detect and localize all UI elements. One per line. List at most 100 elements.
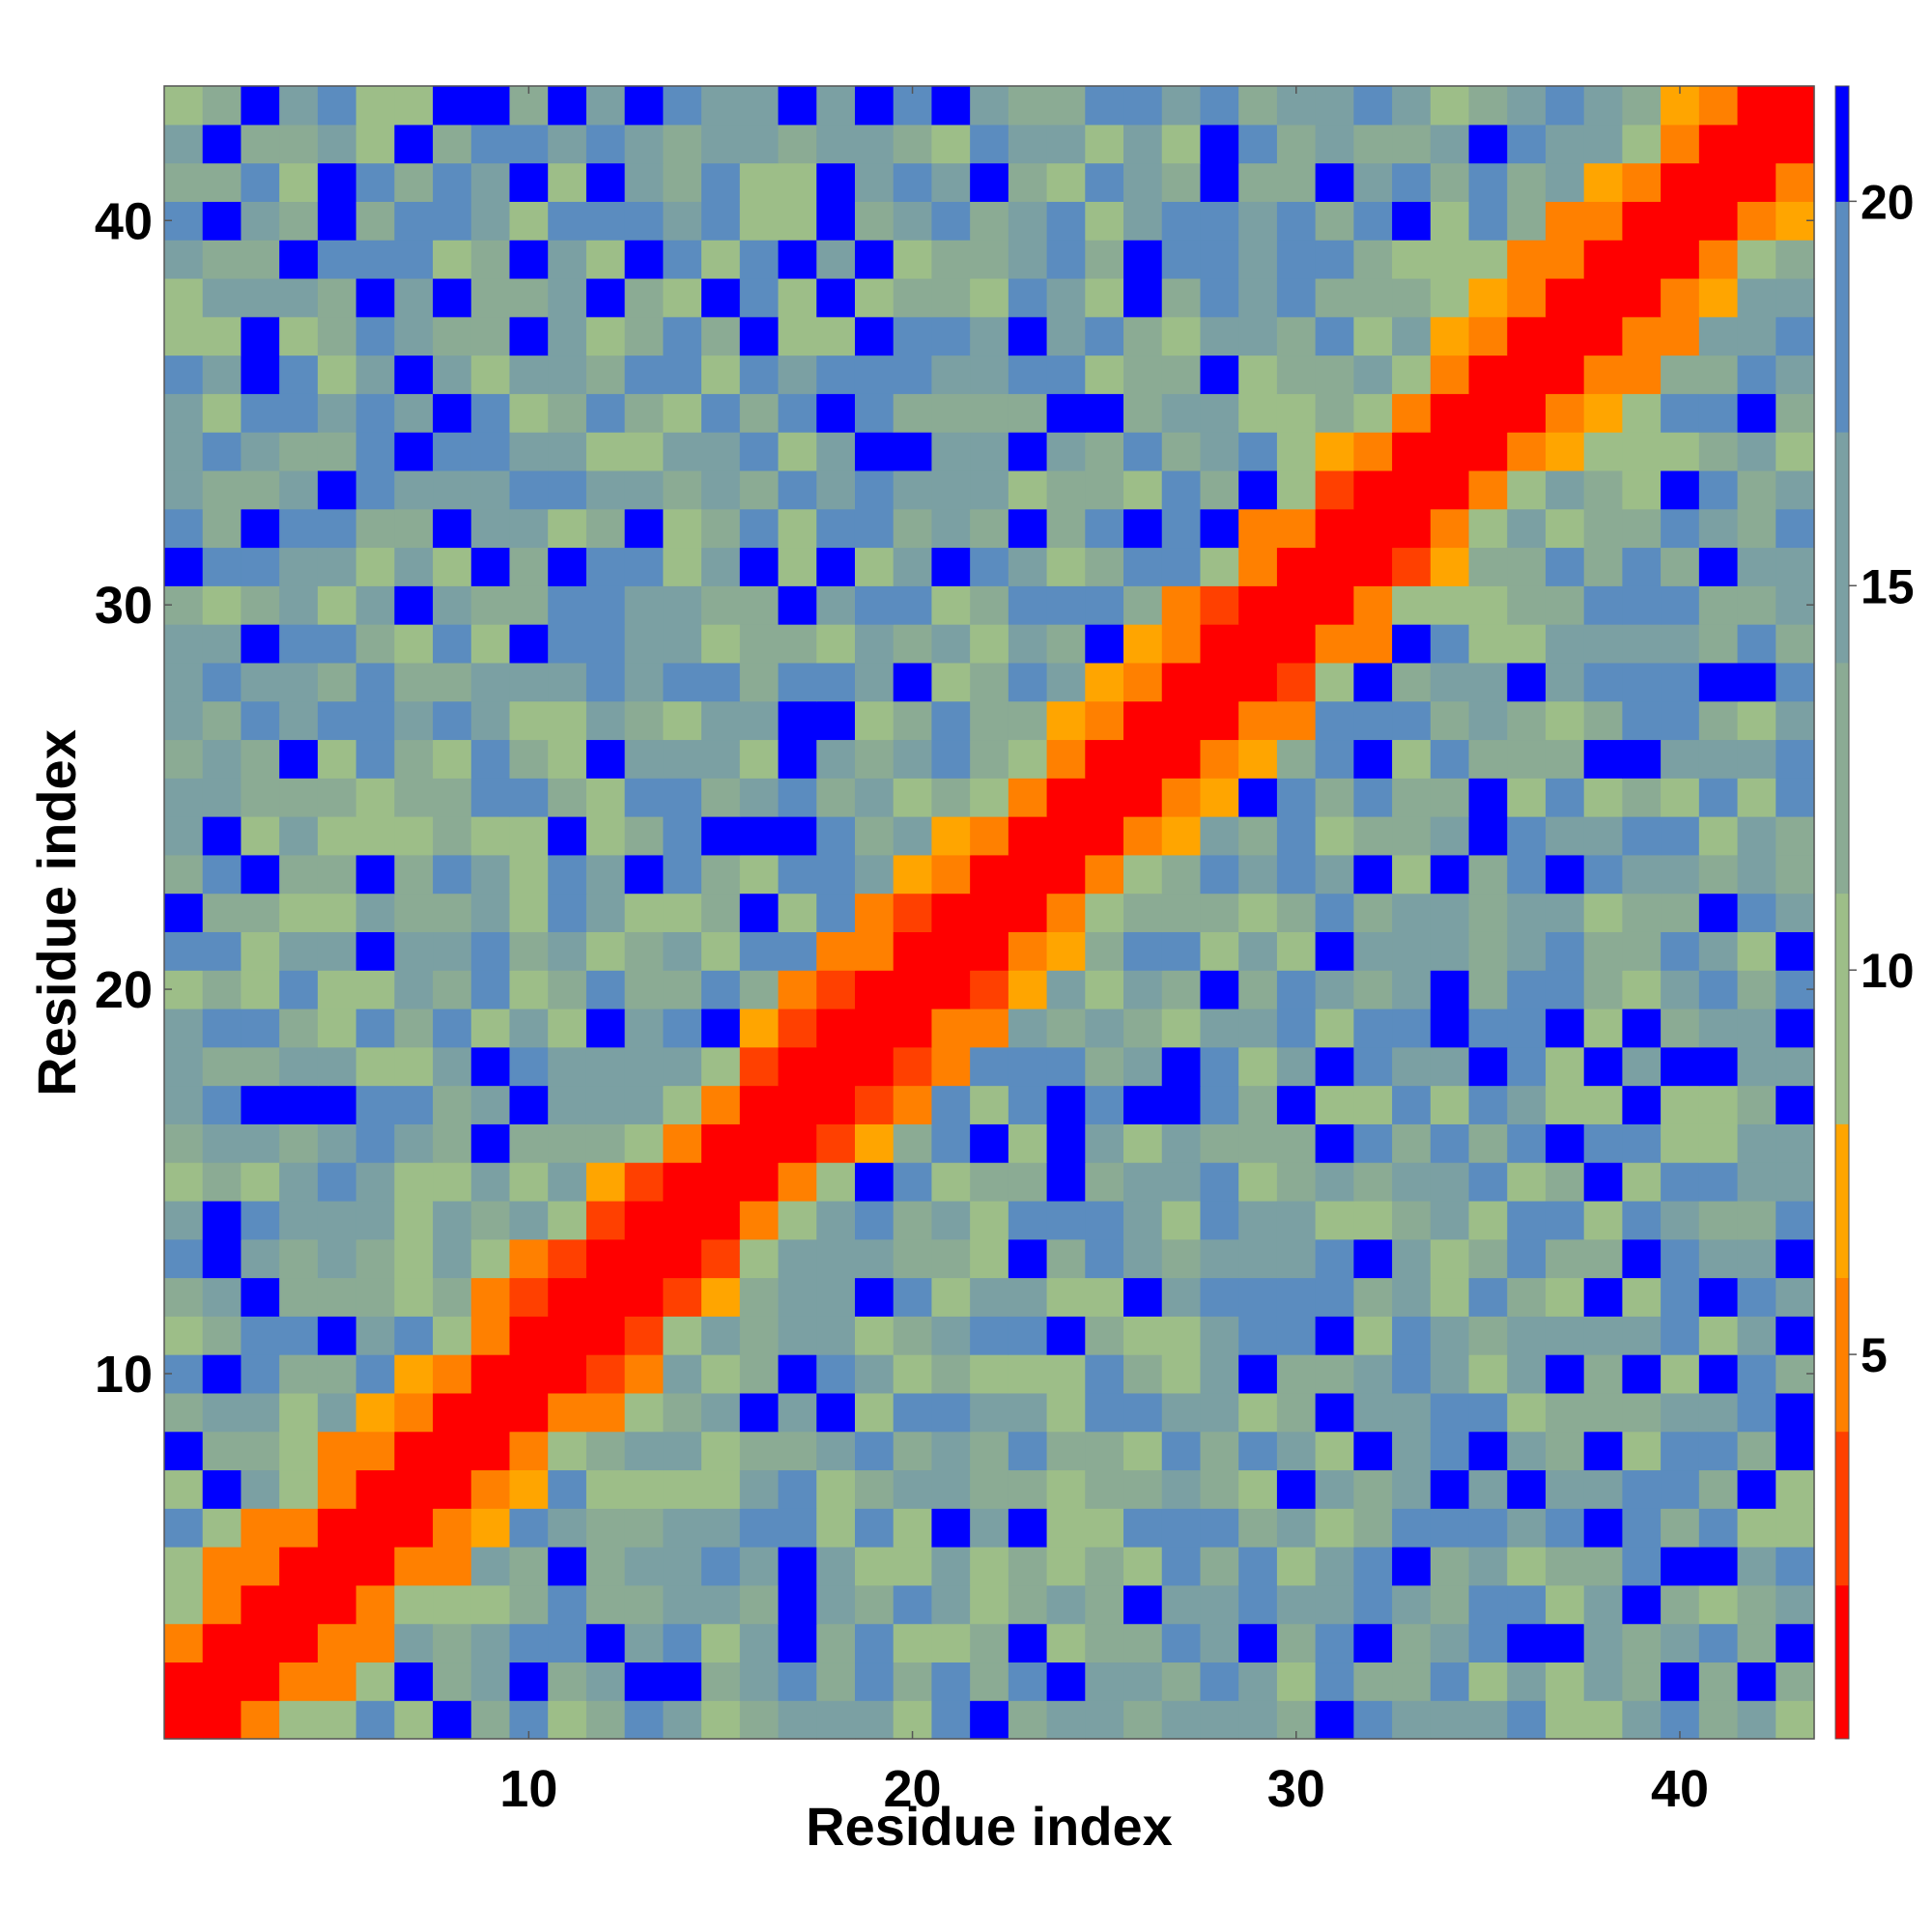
heatmap-cell [548, 1085, 587, 1124]
heatmap-cell [1200, 931, 1239, 971]
heatmap-cell [433, 1008, 472, 1048]
heatmap-cell [1392, 931, 1432, 971]
heatmap-cell [1046, 240, 1086, 279]
heatmap-cell [739, 662, 780, 702]
heatmap-cell [241, 1162, 280, 1202]
heatmap-cell [1238, 124, 1278, 164]
heatmap-cell [241, 1354, 280, 1394]
heatmap-cell [585, 1584, 626, 1625]
heatmap-cell [355, 893, 395, 932]
heatmap-cell [1161, 1008, 1202, 1048]
heatmap-cell [1238, 1200, 1278, 1240]
heatmap-cell [394, 124, 434, 164]
heatmap-cell [1622, 508, 1662, 549]
heatmap-cell [1545, 469, 1585, 510]
heatmap-cell [624, 547, 664, 586]
heatmap-cell [164, 1584, 204, 1625]
heatmap-cell [1468, 624, 1508, 664]
heatmap-cell [164, 162, 204, 202]
heatmap-cell [663, 1123, 702, 1163]
heatmap-cell [1661, 1085, 1700, 1124]
heatmap-cell [778, 1277, 817, 1317]
heatmap-cell [893, 1123, 933, 1163]
heatmap-cell [701, 355, 741, 394]
heatmap-cell [1776, 393, 1815, 433]
heatmap-cell [548, 1238, 587, 1279]
heatmap-cell [394, 547, 434, 586]
heatmap-cell [816, 1085, 856, 1124]
heatmap-cell [1507, 1277, 1547, 1317]
heatmap-cell [663, 700, 702, 741]
heatmap-cell [1545, 1008, 1585, 1048]
heatmap-cell [1622, 1584, 1662, 1625]
heatmap-cell [701, 662, 741, 702]
heatmap-cell [1430, 1623, 1470, 1663]
heatmap-cell [1008, 201, 1048, 241]
heatmap-cell [624, 1123, 664, 1163]
heatmap-cell [1238, 816, 1278, 856]
heatmap-cell [624, 277, 664, 318]
heatmap-cell [663, 240, 702, 279]
heatmap-cell [1085, 700, 1124, 741]
heatmap-cell [1545, 1162, 1585, 1202]
heatmap-cell [970, 970, 1009, 1009]
heatmap-cell [701, 931, 741, 971]
heatmap-cell [970, 432, 1009, 471]
heatmap-cell [854, 585, 895, 625]
heatmap-cell [1046, 508, 1086, 549]
heatmap-cell [1008, 355, 1048, 394]
heatmap-cell [1737, 1662, 1776, 1701]
heatmap-cell [164, 931, 204, 971]
heatmap-cell [394, 1584, 434, 1625]
heatmap-cell [1507, 1508, 1547, 1548]
heatmap-cell [548, 1008, 587, 1048]
heatmap-cell [1468, 1008, 1508, 1048]
heatmap-cell [202, 1469, 242, 1509]
heatmap-cell [164, 1547, 204, 1586]
heatmap-cell [509, 931, 549, 971]
heatmap-cell [1545, 1238, 1585, 1279]
heatmap-cell [1161, 816, 1202, 856]
heatmap-cell [202, 469, 242, 510]
heatmap-cell [1085, 970, 1124, 1009]
heatmap-cell [893, 1316, 933, 1355]
heatmap-cell [1392, 240, 1432, 279]
heatmap-cell [355, 1469, 395, 1509]
heatmap-cell [509, 1584, 549, 1625]
heatmap-cell [1545, 778, 1585, 817]
heatmap-cell [1737, 1085, 1776, 1124]
heatmap-cell [1008, 893, 1048, 932]
heatmap-cell [317, 854, 357, 895]
heatmap-cell [1776, 1238, 1815, 1279]
heatmap-cell [663, 1623, 702, 1663]
heatmap-cell [1430, 970, 1470, 1009]
heatmap-cell [739, 1316, 780, 1355]
heatmap-cell [701, 547, 741, 586]
heatmap-cell [701, 739, 741, 779]
heatmap-cell [1276, 1277, 1317, 1317]
heatmap-cell [1622, 816, 1662, 856]
heatmap-cell [1468, 1700, 1508, 1740]
heatmap-cell [893, 816, 933, 856]
heatmap-cell [1507, 277, 1547, 318]
heatmap-cell [1161, 1277, 1202, 1317]
heatmap-cell [241, 816, 280, 856]
heatmap-cell [1622, 739, 1662, 779]
heatmap-cell [1200, 700, 1239, 741]
heatmap-cell [624, 162, 664, 202]
heatmap-cell [1737, 1277, 1776, 1317]
heatmap-cell [164, 700, 204, 741]
heatmap-cell [893, 893, 933, 932]
heatmap-cell [1200, 432, 1239, 471]
heatmap-cell [548, 816, 587, 856]
heatmap-cell [663, 277, 702, 318]
heatmap-cell [624, 816, 664, 856]
heatmap-cell [585, 931, 626, 971]
heatmap-cell [279, 854, 319, 895]
heatmap-cell [202, 240, 242, 279]
heatmap-cell [433, 1277, 472, 1317]
heatmap-cell [202, 700, 242, 741]
heatmap-cell [1392, 469, 1432, 510]
heatmap-cell [893, 277, 933, 318]
